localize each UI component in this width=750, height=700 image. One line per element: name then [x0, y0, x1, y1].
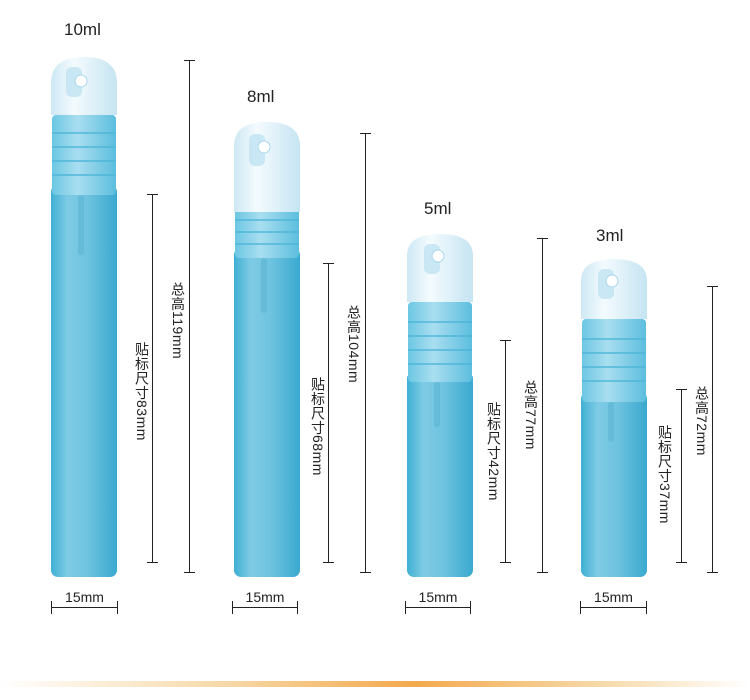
width-dimension: 15mm [405, 589, 471, 614]
total-height-label: 总高119mm [170, 282, 186, 360]
total-height-label: 总高77mm [523, 380, 539, 450]
label-size-line [323, 263, 334, 563]
spray-bottle-8ml [234, 122, 300, 577]
total-height-label: 总高104mm [346, 305, 362, 384]
spray-bottle-3ml [581, 259, 647, 577]
width-dimension: 15mm [51, 589, 118, 614]
label-size-line [676, 389, 687, 563]
width-label: 15mm [65, 589, 104, 605]
width-label: 15mm [418, 589, 458, 605]
width-dimension: 15mm [232, 589, 298, 614]
label-size-line [500, 340, 511, 563]
label-size-label: 贴标尺寸37mm [657, 425, 673, 524]
capacity-label: 5ml [424, 199, 452, 218]
total-height-label: 总高72mm [694, 386, 710, 456]
total-height-line [707, 286, 718, 573]
total-height-line [360, 133, 371, 573]
width-label: 15mm [245, 589, 285, 605]
label-size-label: 贴标尺寸42mm [486, 402, 502, 501]
capacity-label: 3ml [596, 226, 624, 245]
spray-bottle-10ml [51, 57, 117, 577]
total-height-line [184, 60, 195, 573]
total-height-line [537, 238, 548, 573]
width-dimension: 15mm [580, 589, 647, 614]
label-size-label: 贴标尺寸83mm [134, 342, 150, 441]
decorative-bottom-strip [0, 681, 750, 687]
label-size-line [147, 194, 158, 563]
capacity-label: 8ml [247, 87, 275, 106]
width-label: 15mm [594, 589, 633, 605]
spray-bottle-5ml [407, 234, 473, 577]
capacity-label: 10ml [64, 20, 101, 39]
label-size-label: 贴标尺寸68mm [310, 377, 326, 476]
